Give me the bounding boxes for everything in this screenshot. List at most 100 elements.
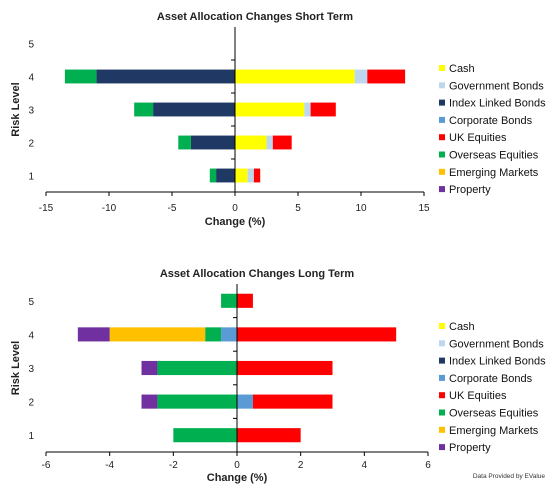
bar-overseas-equities-risk-1: [173, 428, 237, 443]
y-tick-label: 1: [28, 431, 34, 442]
legend-entry-index-linked-bonds: Index Linked Bonds: [449, 356, 546, 368]
bar-property-risk-4: [77, 327, 110, 342]
legend-swatch: [439, 409, 445, 416]
legend-entry-emerging-markets: Emerging Markets: [449, 425, 539, 437]
y-tick-label: 3: [28, 106, 34, 117]
y-tick-label: 4: [28, 330, 34, 341]
bar-index-linked-bonds-risk-4: [96, 69, 236, 84]
bar-overseas-equities-risk-4: [205, 327, 222, 342]
bar-government-bonds-risk-1: [247, 168, 254, 183]
y-axis-label: Risk Level: [10, 341, 22, 395]
legend-swatch: [439, 99, 445, 106]
bar-uk-equities-risk-4: [237, 327, 397, 342]
y-tick-label: 2: [28, 139, 34, 150]
y-tick-label: 1: [28, 172, 34, 183]
legend-entry-overseas-equities: Overseas Equities: [449, 408, 539, 420]
x-tick-label: 10: [355, 203, 367, 214]
legend-entry-cash: Cash: [449, 63, 475, 75]
bar-cash-risk-4: [235, 69, 355, 84]
bar-index-linked-bonds-risk-3: [153, 102, 235, 117]
x-tick-label: -4: [105, 460, 114, 471]
legend-entry-overseas-equities: Overseas Equities: [449, 150, 539, 162]
bar-corporate-bonds-risk-4: [221, 327, 237, 342]
bar-uk-equities-risk-3: [237, 360, 333, 376]
legend-swatch: [439, 65, 445, 71]
legend-swatch: [439, 374, 445, 381]
chart-long-term: Asset Allocation Changes Long Term -6 -4 -2…: [10, 268, 546, 484]
bar-uk-equities-risk-5: [237, 293, 253, 308]
bar-overseas-equities-risk-4: [64, 69, 97, 84]
bar-overseas-equities-risk-5: [221, 293, 237, 308]
chart-title: Asset Allocation Changes Long Term: [160, 268, 355, 280]
legend-swatch: [439, 168, 445, 175]
legend-swatch: [439, 116, 445, 123]
legend-swatch: [439, 340, 445, 347]
bar-uk-equities-risk-2: [252, 394, 333, 409]
x-tick-label: 2: [298, 460, 304, 471]
legend-swatch: [439, 357, 445, 364]
legend-swatch: [439, 392, 445, 399]
x-tick-label: 0: [234, 460, 240, 471]
legend-entry-government-bonds: Government Bonds: [449, 80, 544, 92]
legend-entry-uk-equities: UK Equities: [449, 390, 507, 402]
legend-swatch: [439, 186, 445, 193]
x-tick-label: 6: [425, 460, 431, 471]
bar-government-bonds-risk-3: [304, 102, 311, 117]
bar-cash-risk-3: [235, 102, 305, 117]
bar-property-risk-3: [141, 360, 158, 376]
y-tick-label: 3: [28, 364, 34, 375]
bar-uk-equities-risk-2: [272, 135, 292, 150]
legend-entry-index-linked-bonds: Index Linked Bonds: [449, 98, 546, 110]
x-tick-label: -15: [39, 203, 54, 214]
y-tick-label: 2: [28, 398, 34, 409]
x-tick-label: 5: [295, 203, 301, 214]
x-axis-label: Change (%): [205, 216, 266, 228]
bar-overseas-equities-risk-3: [157, 360, 237, 376]
bar-overseas-equities-risk-2: [157, 394, 237, 409]
legend-swatch: [439, 426, 445, 433]
bar-cash-risk-1: [235, 168, 248, 183]
legend-entry-uk-equities: UK Equities: [449, 132, 507, 144]
bar-property-risk-2: [141, 394, 158, 409]
legend-entry-property: Property: [449, 442, 491, 454]
x-tick-label: -6: [42, 460, 51, 471]
bar-emerging-markets-risk-4: [109, 327, 206, 342]
legend-swatch: [439, 444, 445, 451]
legend-entry-property: Property: [449, 184, 491, 196]
legend-entry-government-bonds: Government Bonds: [449, 338, 544, 350]
bar-uk-equities-risk-1: [237, 428, 301, 443]
y-axis-label: Risk Level: [10, 82, 22, 136]
bar-government-bonds-risk-4: [354, 69, 368, 84]
x-axis-label: Change (%): [207, 472, 268, 484]
bar-overseas-equities-risk-1: [209, 168, 217, 183]
y-tick-label: 5: [28, 40, 34, 51]
x-tick-label: 0: [232, 203, 238, 214]
legend-swatch: [439, 134, 445, 141]
bar-overseas-equities-risk-3: [134, 102, 154, 117]
chart-short-term: Asset Allocation Changes Short Term -15 -1…: [10, 11, 546, 228]
bar-cash-risk-2: [235, 135, 267, 150]
y-tick-label: 5: [28, 297, 34, 308]
legend-swatch: [439, 323, 445, 329]
x-tick-label: 4: [362, 460, 368, 471]
bar-index-linked-bonds-risk-1: [216, 168, 235, 183]
data-credit: Data Provided by EValue: [473, 473, 546, 480]
legend-entry-corporate-bonds: Corporate Bonds: [449, 373, 533, 385]
y-tick-label: 4: [28, 73, 34, 84]
x-tick-label: -5: [168, 203, 177, 214]
chart-title: Asset Allocation Changes Short Term: [157, 11, 353, 23]
bar-government-bonds-risk-2: [266, 135, 273, 150]
x-tick-label: 15: [418, 203, 430, 214]
bar-corporate-bonds-risk-2: [237, 394, 253, 409]
bar-uk-equities-risk-3: [310, 102, 336, 117]
bar-uk-equities-risk-4: [367, 69, 406, 84]
legend-swatch: [439, 82, 445, 89]
legend-entry-corporate-bonds: Corporate Bonds: [449, 115, 533, 127]
bar-overseas-equities-risk-2: [178, 135, 191, 150]
legend-entry-cash: Cash: [449, 321, 475, 333]
legend: Cash Government Bonds Index Linked Bonds Co…: [439, 63, 546, 196]
bar-index-linked-bonds-risk-2: [190, 135, 235, 150]
legend-swatch: [439, 151, 445, 158]
legend: Cash Government Bonds Index Linked Bonds Co…: [439, 321, 546, 454]
x-tick-label: -10: [102, 203, 117, 214]
